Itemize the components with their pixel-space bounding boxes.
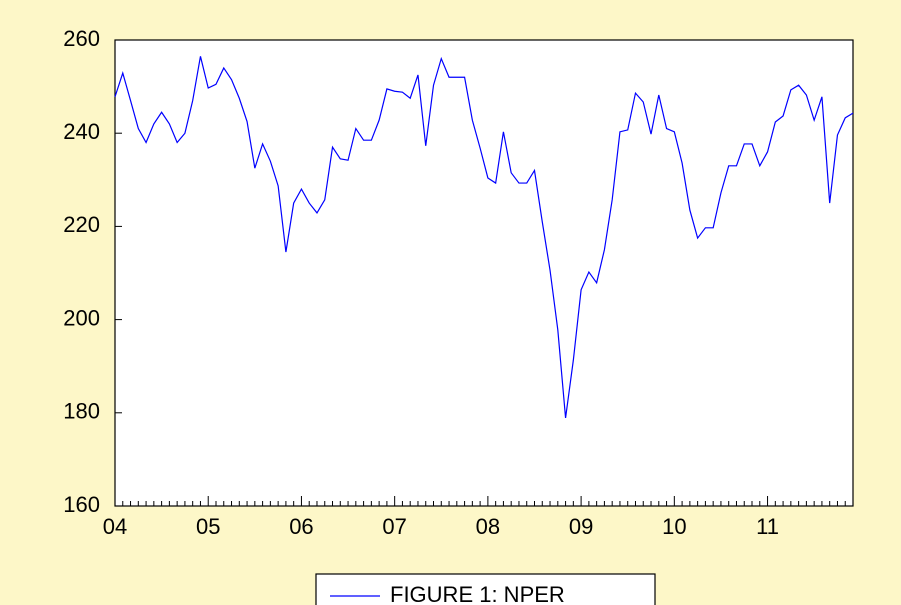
- x-tick-label: 09: [569, 514, 593, 539]
- y-tick-label: 180: [63, 399, 100, 424]
- y-tick-label: 220: [63, 212, 100, 237]
- x-tick-label: 08: [476, 514, 500, 539]
- y-tick-label: 200: [63, 305, 100, 330]
- legend-label: FIGURE 1: NPER: [390, 582, 565, 605]
- x-tick-label: 05: [196, 514, 220, 539]
- plot-area: [114, 39, 854, 507]
- legend: [315, 573, 656, 605]
- y-tick-label: 260: [63, 26, 100, 51]
- y-tick-label: 240: [63, 119, 100, 144]
- x-tick-label: 04: [103, 514, 127, 539]
- x-tick-label: 11: [756, 514, 779, 539]
- line-series: [114, 56, 854, 419]
- x-tick-label: 10: [662, 514, 686, 539]
- y-tick-label: 160: [63, 492, 100, 517]
- x-tick-label: 07: [382, 514, 406, 539]
- x-tick-label: 06: [289, 514, 313, 539]
